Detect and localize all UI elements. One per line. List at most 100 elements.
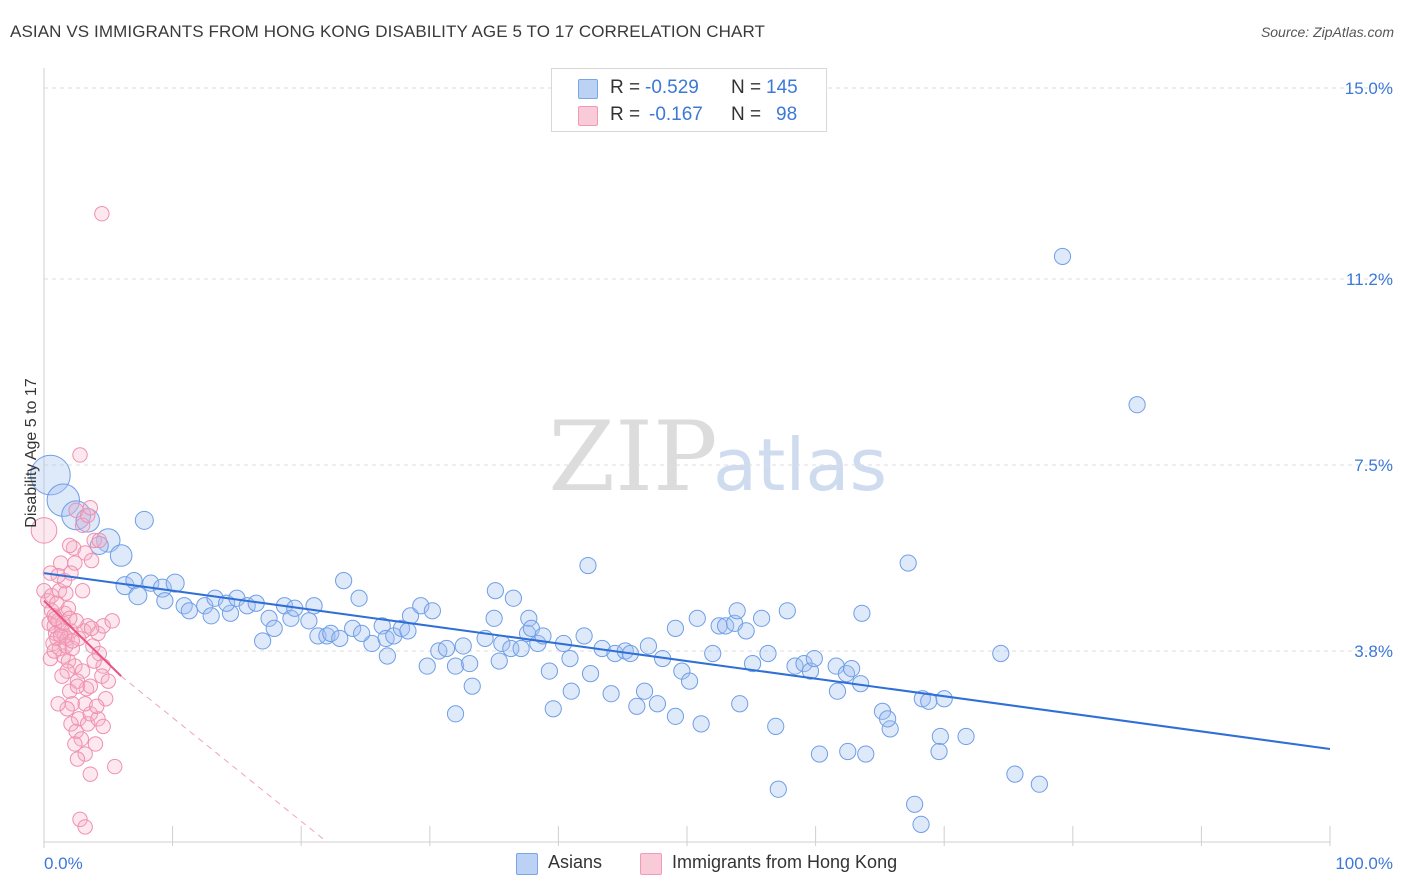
asians-point	[853, 604, 871, 622]
asians-point	[423, 602, 441, 620]
legend-r-label: R =	[610, 104, 641, 125]
asians-point	[602, 685, 620, 703]
asians-point	[1053, 247, 1072, 266]
hongkong-point	[67, 658, 83, 674]
hongkong-legend-label: Immigrants from Hong Kong	[672, 852, 898, 872]
asians-swatch	[578, 79, 598, 99]
asians-point	[353, 624, 371, 643]
legend-n-value: 98	[776, 104, 798, 125]
asians-point	[930, 742, 948, 761]
hongkong-point	[90, 711, 106, 727]
hongkong-point	[36, 582, 52, 599]
asians-point	[692, 715, 710, 733]
asians-point	[260, 609, 278, 627]
asians-point	[666, 619, 685, 637]
asians-point	[331, 629, 349, 648]
asians-point	[837, 665, 856, 683]
hongkong-point	[74, 582, 91, 599]
asians-trend-line	[43, 572, 1331, 751]
asians-point	[309, 627, 327, 645]
asians-point	[344, 619, 362, 637]
hongkong-point	[95, 718, 111, 735]
asians-point	[486, 582, 504, 600]
asians-point	[839, 742, 857, 761]
asians-point	[805, 649, 823, 668]
chart-source: Source: ZipAtlas.com	[1260, 24, 1394, 40]
hongkong-point	[62, 610, 78, 627]
y-tick-label: 7.5%	[1354, 456, 1393, 475]
asians-point	[335, 572, 353, 590]
asians-point	[906, 795, 924, 813]
hongkong-point	[42, 650, 59, 667]
asians-point	[635, 682, 654, 700]
hongkong-point	[30, 517, 58, 544]
asians-point	[778, 602, 796, 620]
y-axis-label: Disability Age 5 to 17	[23, 378, 40, 528]
hongkong-point	[82, 500, 98, 516]
asians-point	[322, 624, 340, 643]
asians-point	[180, 602, 198, 620]
asians-point	[540, 662, 558, 680]
hongkong-point	[67, 555, 83, 571]
hongkong-point	[72, 447, 88, 463]
asians-point	[931, 727, 949, 746]
asians-point	[437, 639, 456, 658]
asians-point	[378, 647, 396, 665]
hongkong-point	[77, 819, 93, 835]
asians-point	[446, 657, 465, 675]
asians-point	[737, 622, 755, 640]
hongkong-point	[86, 532, 102, 549]
hongkong-point	[87, 736, 104, 752]
asians-point	[899, 554, 917, 572]
hongkong-point	[74, 517, 91, 534]
hongkong-point	[62, 537, 78, 554]
hongkong-point	[53, 628, 69, 644]
asians-point	[490, 652, 508, 670]
hongkong-point	[50, 696, 66, 712]
asians-point	[728, 602, 746, 620]
hongkong-point	[64, 633, 80, 649]
asians-point	[1030, 775, 1048, 793]
asians-point	[639, 637, 658, 655]
hongkong-point	[74, 663, 91, 679]
hongkong-point	[58, 585, 74, 601]
hongkong-point	[100, 673, 117, 689]
asians-point	[282, 609, 300, 627]
asians-point	[680, 672, 699, 690]
asians-point	[109, 544, 133, 567]
asians-point	[156, 592, 174, 610]
asians-point	[767, 717, 785, 735]
asians-point	[265, 619, 283, 637]
asians-point	[579, 556, 597, 575]
hongkong-point	[69, 751, 86, 767]
hongkong-point	[68, 723, 84, 740]
hongkong-point	[46, 643, 62, 659]
legend-row-hongkong: R = -0.167 N = 98	[552, 100, 826, 128]
hongkong-point	[83, 620, 100, 637]
asians-point	[581, 665, 600, 683]
asians-point	[561, 649, 579, 668]
hongkong-point	[69, 678, 86, 694]
hongkong-point	[63, 716, 79, 732]
legend-r-label: R =	[610, 77, 641, 98]
hongkong-point	[49, 595, 65, 611]
asians-point	[418, 657, 436, 675]
asians-point	[769, 780, 787, 798]
asians-point	[731, 695, 749, 713]
asians-point	[175, 597, 193, 615]
asians-legend-swatch	[516, 853, 538, 875]
chart-title: ASIAN VS IMMIGRANTS FROM HONG KONG DISAB…	[10, 22, 766, 41]
x-tick-label: 0.0%	[44, 854, 83, 873]
legend-n-value: 145	[766, 77, 798, 98]
hongkong-trend-extension	[120, 675, 328, 843]
asians-point	[743, 654, 762, 673]
asians-point	[704, 644, 722, 663]
asians-point	[1006, 765, 1024, 783]
asians-point	[502, 639, 520, 658]
legend-r-value: -0.529	[645, 77, 699, 98]
asians-point	[485, 609, 503, 627]
asians-point	[575, 627, 593, 645]
hongkong-point	[107, 758, 123, 775]
hongkong-point	[72, 811, 88, 828]
asians-point	[810, 745, 829, 763]
